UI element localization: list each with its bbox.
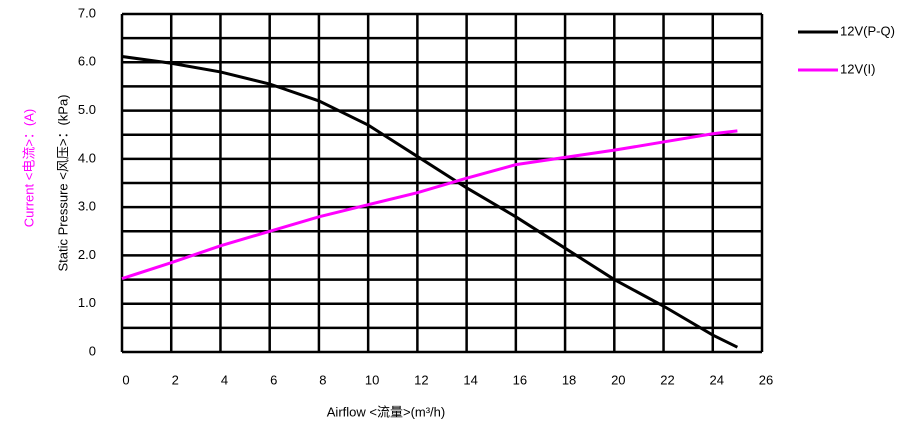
x-tick-label: 12 bbox=[414, 372, 428, 387]
x-tick-label: 14 bbox=[463, 372, 477, 387]
x-tick-label: 18 bbox=[562, 372, 576, 387]
y-tick-label: 1.0 bbox=[78, 295, 96, 310]
x-tick-label: 6 bbox=[270, 372, 277, 387]
x-tick-label: 22 bbox=[660, 372, 674, 387]
x-tick-label: 10 bbox=[365, 372, 379, 387]
y-tick-label: 0 bbox=[89, 343, 96, 358]
x-tick-label: 24 bbox=[710, 372, 724, 387]
series-line bbox=[121, 129, 738, 281]
x-tick-label: 20 bbox=[611, 372, 625, 387]
x-tick-label: 4 bbox=[221, 372, 228, 387]
y-tick-label: 2.0 bbox=[78, 247, 96, 262]
x-tick-label: 0 bbox=[122, 372, 129, 387]
y-tick-label: 6.0 bbox=[78, 54, 96, 69]
x-tick-label: 16 bbox=[513, 372, 527, 387]
y-tick-label: 4.0 bbox=[78, 150, 96, 165]
y-axis-label-current: Current <电流>：(A) bbox=[21, 109, 36, 227]
y-tick-label: 5.0 bbox=[78, 102, 96, 117]
y-tick-label: 7.0 bbox=[78, 5, 96, 20]
y-axis-label: Static Pressure <风压>：(kPa) bbox=[55, 95, 70, 272]
x-axis-label: Airflow <流量>(m³/h) bbox=[327, 404, 445, 419]
legend-label: 12V(P-Q) bbox=[840, 23, 895, 38]
series-line bbox=[121, 55, 739, 349]
y-tick-label: 3.0 bbox=[78, 199, 96, 214]
x-tick-label: 8 bbox=[319, 372, 326, 387]
x-tick-label: 26 bbox=[759, 372, 773, 387]
x-tick-label: 2 bbox=[172, 372, 179, 387]
legend-label: 12V(I) bbox=[840, 61, 875, 76]
